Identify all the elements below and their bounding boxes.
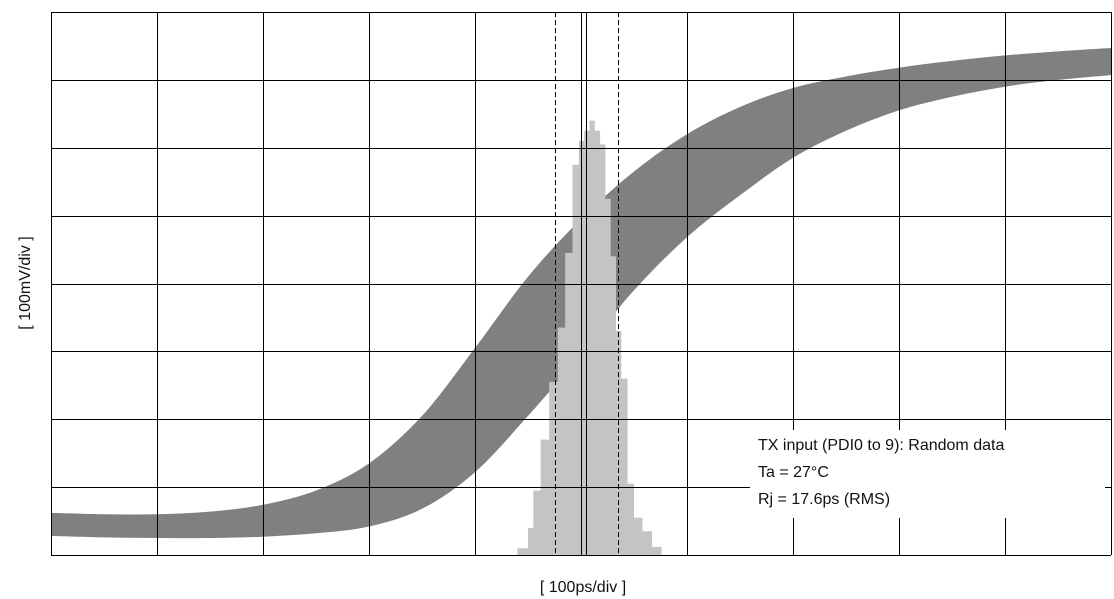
jitter-histogram-layer xyxy=(517,120,673,555)
marker-lines-layer xyxy=(555,12,619,555)
x-axis-label: [ 100ps/div ] xyxy=(540,579,626,596)
jitter-histogram xyxy=(517,120,673,555)
annotation-line-3: Rj = 17.6ps (RMS) xyxy=(758,491,890,508)
annotation-line-2: Ta = 27°C xyxy=(758,464,829,481)
y-axis-label: [ 100mV/div ] xyxy=(17,236,34,329)
annotation-line-1: TX input (PDI0 to 9): Random data xyxy=(758,437,1004,454)
annotation-background xyxy=(750,430,1105,518)
